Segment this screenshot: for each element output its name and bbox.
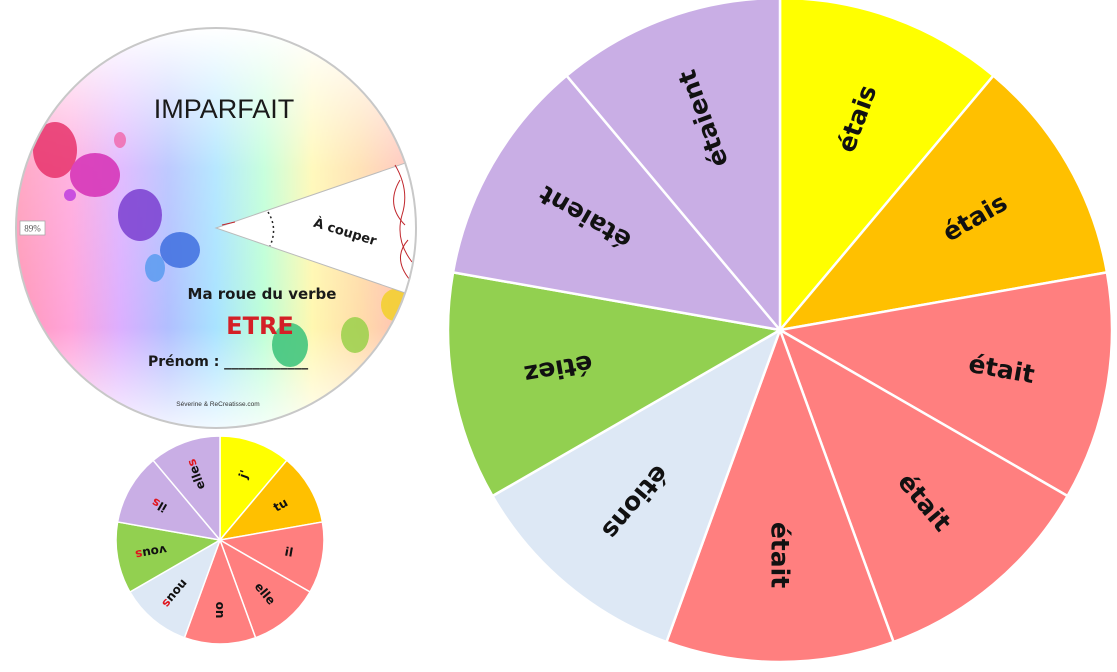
pronoun-wheel-segment-1 — [219, 435, 288, 543]
pronoun-wheel-segment-3 — [217, 521, 325, 594]
pronoun-ending-7: s — [134, 547, 143, 562]
pronoun-stem-5: on — [213, 602, 227, 619]
red-vine-decoration — [221, 164, 413, 281]
verb-wheel-segment-9 — [564, 0, 782, 334]
verb-wheel-segment-1 — [778, 0, 996, 334]
pronoun-wheel-label-2: tu — [271, 495, 290, 514]
pronoun-stem-2: tu — [271, 495, 290, 514]
pronoun-wheel-segment-9 — [152, 435, 221, 543]
verb-wheel-segment-6 — [490, 327, 783, 644]
pronoun-wheel-label-7: vous — [134, 543, 168, 562]
cut-out-window — [214, 157, 416, 299]
cover-subtitle: Ma roue du verbe — [188, 285, 337, 303]
zoom-badge-text: 89% — [24, 224, 41, 234]
zoom-badge: 89% — [19, 220, 46, 236]
verb-wheel-segment-5 — [664, 326, 896, 664]
verb-wheel-segment-4 — [777, 327, 1070, 644]
pronoun-wheel-segment-7 — [115, 521, 223, 594]
pronoun-wheel-segment-5 — [183, 537, 257, 645]
verb-wheel-segment-7 — [446, 270, 784, 498]
pronoun-wheel-segment-2 — [218, 459, 324, 542]
pronoun-stem-7: vou — [141, 543, 168, 561]
pronoun-stem-3: il — [284, 545, 295, 560]
verb-wheel-segment-2 — [776, 73, 1109, 332]
cover-verb: ETRE — [226, 312, 294, 340]
verb-wheel: étaisétaisétaitétaitétaitétionsétiezétai… — [446, 0, 1114, 664]
pronoun-wheel-label-3: il — [284, 545, 295, 560]
pronoun-wheel-segment-4 — [218, 538, 312, 639]
verb-wheel-segment-3 — [776, 270, 1114, 498]
cover-disc: IMPARFAIT À couper Ma roue du verbe ETRE… — [15, 27, 417, 429]
flower-decoration — [33, 122, 412, 367]
verb-wheel-label-5: était — [766, 522, 795, 588]
pronoun-wheel-label-5: on — [213, 602, 227, 619]
cover-title: IMPARFAIT — [154, 94, 295, 124]
pronoun-wheel-segment-8 — [116, 459, 222, 542]
pronoun-ending-9: s — [184, 457, 200, 469]
name-field-label: Prénom : ____________ — [148, 354, 308, 370]
pronoun-wheel-segment-6 — [128, 538, 222, 639]
credit-text: Séverine & ReCreatisse.com — [176, 401, 259, 408]
verb-wheel-segment-8 — [451, 73, 784, 332]
